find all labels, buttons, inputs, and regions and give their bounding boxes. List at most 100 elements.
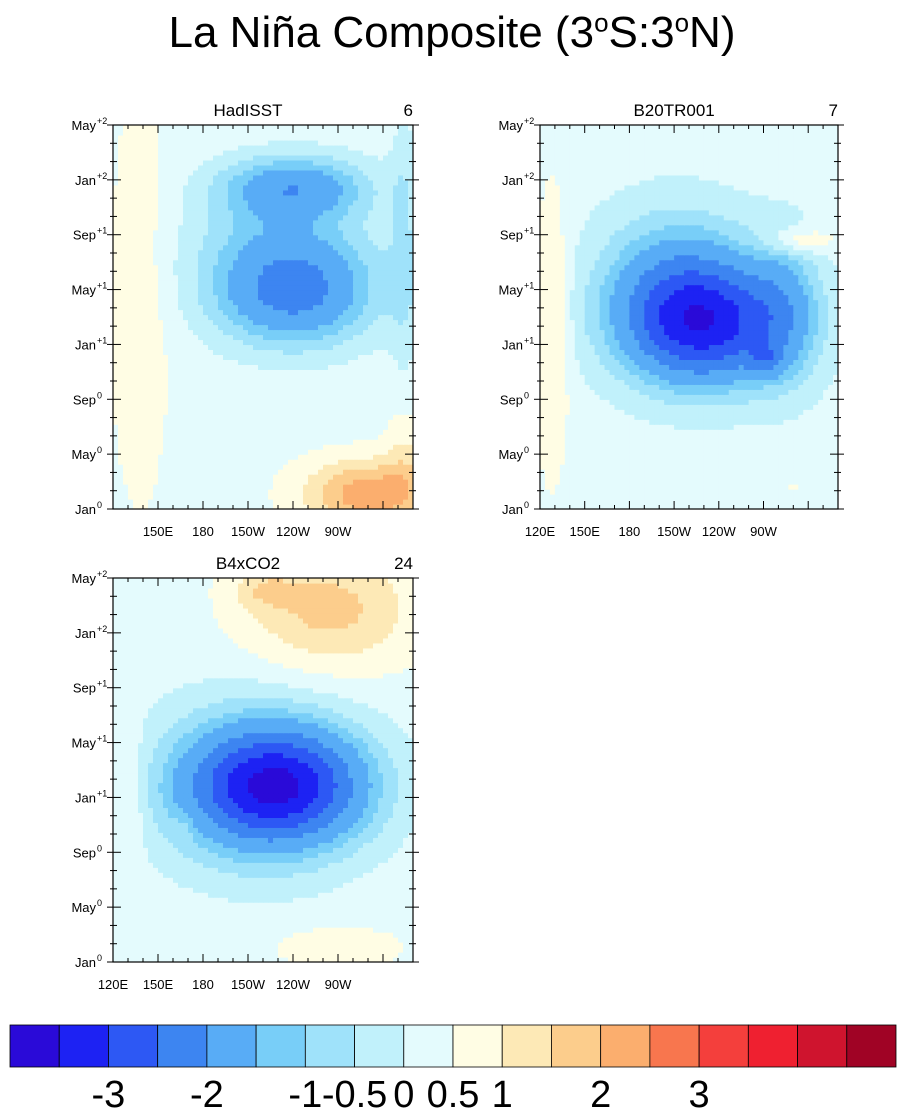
heatmap-cell bbox=[368, 344, 374, 351]
heatmap-cell bbox=[388, 369, 394, 375]
heatmap-cell bbox=[258, 369, 264, 375]
heatmap-cell bbox=[293, 164, 299, 171]
heatmap-cell bbox=[118, 474, 124, 480]
heatmap-cell bbox=[268, 179, 274, 186]
heatmap-cell bbox=[388, 169, 394, 176]
heatmap-cell bbox=[118, 379, 124, 385]
heatmap-cell bbox=[233, 484, 239, 490]
heatmap-cell bbox=[293, 499, 299, 505]
heatmap-cell bbox=[303, 184, 309, 191]
heatmap-cell bbox=[338, 389, 344, 395]
heatmap-cell bbox=[153, 125, 159, 131]
heatmap-cell bbox=[338, 419, 344, 425]
heatmap-cell bbox=[243, 484, 249, 490]
heatmap-cell bbox=[323, 494, 329, 500]
heatmap-cell bbox=[378, 504, 384, 509]
heatmap-cell bbox=[564, 499, 571, 505]
heatmap-cell bbox=[198, 504, 204, 509]
heatmap-cell bbox=[398, 169, 404, 176]
heatmap-cell bbox=[353, 454, 359, 460]
heatmap-cell bbox=[223, 469, 229, 475]
heatmap-cell bbox=[268, 134, 274, 141]
heatmap-cell bbox=[133, 194, 139, 201]
heatmap-cell bbox=[338, 284, 344, 291]
heatmap-cell bbox=[343, 199, 349, 206]
heatmap-cell bbox=[328, 314, 334, 321]
heatmap-cell bbox=[213, 379, 219, 385]
heatmap-cell bbox=[188, 469, 194, 475]
heatmap-cell bbox=[388, 419, 394, 425]
heatmap-cell bbox=[383, 264, 389, 271]
heatmap-cell bbox=[639, 504, 645, 509]
heatmap-cell bbox=[293, 299, 299, 306]
heatmap-cell bbox=[128, 125, 134, 131]
heatmap-cell bbox=[293, 424, 299, 430]
heatmap-cell bbox=[173, 344, 179, 351]
heatmap-cell bbox=[233, 374, 239, 380]
heatmap-cell bbox=[288, 369, 294, 375]
heatmap-cell bbox=[599, 504, 606, 509]
heatmap-cell bbox=[118, 324, 124, 331]
heatmap-cell bbox=[128, 169, 134, 176]
heatmap-cell bbox=[213, 154, 219, 161]
heatmap-cell bbox=[178, 129, 184, 136]
heatmap-cell bbox=[133, 439, 139, 445]
heatmap-cell bbox=[343, 404, 349, 410]
heatmap-cell bbox=[383, 434, 389, 440]
heatmap-cell bbox=[258, 419, 264, 425]
heatmap-cell bbox=[378, 234, 384, 241]
heatmap-cell bbox=[768, 494, 775, 500]
heatmap-cell bbox=[373, 354, 379, 360]
heatmap-cell bbox=[123, 224, 129, 231]
heatmap-cell bbox=[168, 474, 174, 480]
heatmap-cell bbox=[323, 374, 329, 380]
heatmap-cell bbox=[173, 504, 179, 509]
heatmap-cell bbox=[218, 399, 224, 405]
heatmap-cell bbox=[238, 439, 244, 445]
heatmap-cell bbox=[213, 129, 219, 136]
heatmap-cell bbox=[308, 434, 314, 440]
heatmap-cell bbox=[408, 179, 413, 186]
heatmap-cell bbox=[268, 339, 274, 346]
heatmap-cell bbox=[303, 419, 309, 425]
heatmap-cell bbox=[228, 364, 234, 370]
heatmap-cell bbox=[313, 139, 319, 146]
heatmap-cell bbox=[283, 459, 289, 465]
heatmap-cell bbox=[143, 254, 149, 261]
heatmap-cell bbox=[283, 354, 289, 360]
heatmap-cell bbox=[323, 229, 329, 236]
heatmap-cell bbox=[358, 169, 364, 176]
heatmap-cell bbox=[298, 474, 304, 480]
heatmap-cell bbox=[173, 129, 179, 136]
heatmap-cell bbox=[143, 364, 149, 370]
heatmap-cell bbox=[283, 324, 289, 331]
heatmap-cell bbox=[283, 344, 289, 351]
heatmap-cell bbox=[203, 174, 209, 181]
heatmap-cell bbox=[549, 489, 556, 495]
heatmap-cell bbox=[178, 359, 184, 365]
heatmap-cell bbox=[338, 299, 344, 306]
heatmap-cell bbox=[123, 334, 129, 341]
heatmap-cell bbox=[293, 294, 299, 301]
heatmap-cell bbox=[358, 379, 364, 385]
heatmap-cell bbox=[233, 424, 239, 430]
heatmap-cell bbox=[213, 414, 219, 420]
heatmap-cell bbox=[383, 379, 389, 385]
heatmap-cell bbox=[408, 329, 413, 336]
heatmap-cell bbox=[218, 379, 224, 385]
heatmap-cell bbox=[153, 479, 159, 485]
heatmap-cell bbox=[223, 224, 229, 231]
heatmap-cell bbox=[403, 299, 409, 306]
heatmap-cell bbox=[178, 294, 184, 301]
heatmap-cell bbox=[218, 449, 224, 455]
heatmap-cell bbox=[549, 499, 556, 505]
heatmap-cell bbox=[540, 499, 546, 505]
heatmap-cell bbox=[218, 309, 224, 316]
heatmap-cell bbox=[293, 284, 299, 291]
heatmap-cell bbox=[408, 504, 413, 509]
heatmap-cell bbox=[599, 494, 606, 500]
heatmap-cell bbox=[378, 249, 384, 256]
heatmap-cell bbox=[343, 364, 349, 370]
heatmap-cell bbox=[398, 284, 404, 291]
heatmap-cell bbox=[278, 369, 284, 375]
